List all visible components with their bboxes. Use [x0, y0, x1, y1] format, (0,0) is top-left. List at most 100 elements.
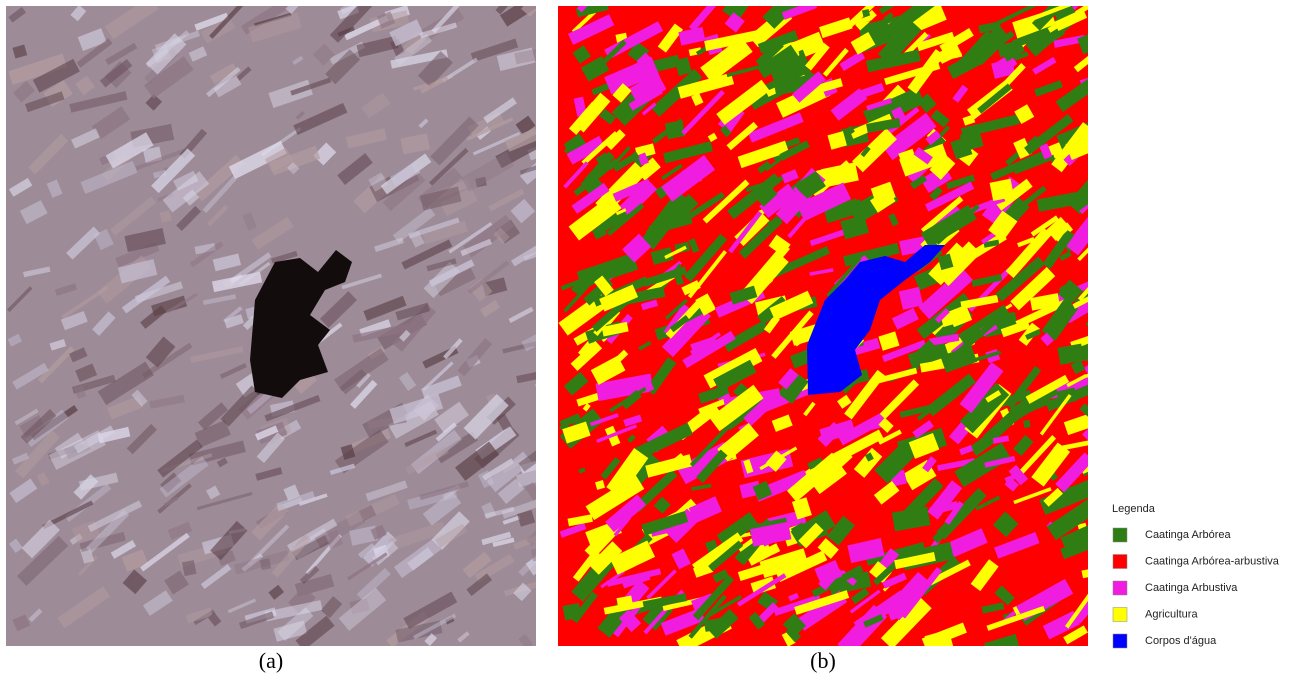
class-patch	[778, 371, 809, 404]
class-patch	[726, 121, 758, 151]
texture-patch	[340, 444, 356, 460]
class-patch	[969, 350, 1002, 364]
texture-patch	[356, 372, 371, 388]
class-patch	[850, 587, 870, 605]
texture-patch	[338, 587, 387, 631]
class-patch	[1068, 170, 1088, 212]
class-patch	[883, 6, 939, 38]
texture-patch	[504, 128, 536, 152]
class-patch	[737, 557, 789, 581]
texture-patch	[374, 237, 404, 253]
texture-patch	[54, 432, 86, 459]
texture-patch	[196, 491, 253, 511]
texture-patch	[73, 474, 99, 500]
texture-patch	[534, 339, 536, 349]
texture-patch	[430, 116, 479, 166]
texture-patch	[21, 519, 60, 559]
class-patch	[689, 424, 731, 467]
class-patch	[971, 273, 1003, 288]
class-patch	[1013, 154, 1055, 175]
texture-patch	[12, 362, 49, 390]
texture-patch	[395, 620, 443, 643]
texture-patch	[105, 42, 138, 66]
class-patch	[882, 12, 894, 22]
texture-patch	[290, 77, 332, 96]
legend-title: Legenda	[1112, 503, 1156, 515]
class-patch	[652, 54, 681, 73]
class-patch	[878, 417, 894, 433]
class-patch	[884, 62, 941, 85]
class-patch	[840, 214, 870, 240]
class-patch	[929, 500, 959, 516]
texture-patch	[339, 368, 368, 395]
texture-patch	[145, 336, 176, 368]
texture-patch	[24, 91, 65, 113]
texture-patch	[140, 532, 190, 572]
class-patch	[737, 538, 755, 552]
texture-patch	[495, 6, 521, 15]
texture-patch	[242, 212, 257, 231]
texture-patch	[352, 323, 411, 343]
class-patch	[767, 49, 810, 82]
class-patch	[712, 569, 729, 583]
texture-patch	[398, 371, 417, 391]
texture-patch	[212, 253, 242, 272]
class-patch	[594, 275, 614, 297]
class-patch	[1014, 104, 1035, 125]
texture-patch	[422, 220, 469, 245]
class-patch	[724, 12, 745, 33]
class-patch	[831, 429, 884, 464]
class-patch	[785, 626, 802, 643]
class-patch	[703, 616, 730, 632]
texture-patch	[162, 171, 210, 213]
texture-patch	[145, 33, 187, 75]
class-patch	[937, 458, 976, 471]
class-patch	[743, 392, 778, 427]
texture-patch	[271, 534, 311, 578]
texture-patch	[457, 631, 470, 643]
class-patch	[1023, 419, 1031, 429]
class-patch	[688, 238, 700, 254]
texture-patch	[12, 44, 28, 59]
class-patch	[925, 130, 942, 146]
class-patch	[891, 106, 907, 124]
texture-patch	[443, 338, 463, 360]
satellite-texture	[7, 6, 536, 646]
texture-patch	[419, 481, 469, 501]
texture-patch	[74, 385, 87, 400]
class-patch	[959, 129, 984, 152]
texture-patch	[525, 550, 536, 576]
class-patch	[661, 155, 716, 202]
texture-patch	[42, 500, 94, 530]
class-patch	[1032, 56, 1057, 75]
class-patch	[837, 394, 852, 409]
texture-patch	[295, 111, 305, 120]
texture-patch	[9, 478, 38, 503]
class-patch	[936, 43, 962, 64]
panel-label: (b)	[810, 648, 836, 673]
texture-patch	[70, 6, 87, 22]
class-patch	[778, 368, 799, 390]
class-patch	[796, 182, 852, 222]
class-patch	[1079, 403, 1088, 417]
class-patch	[651, 68, 703, 117]
class-patch	[595, 204, 635, 235]
class-patch	[1079, 63, 1088, 90]
class-patch	[960, 294, 999, 310]
texture-patch	[97, 361, 154, 406]
texture-patch	[508, 306, 534, 323]
class-patch	[745, 176, 784, 193]
texture-patch	[92, 311, 116, 336]
class-patch	[879, 379, 920, 420]
texture-patch	[37, 346, 75, 384]
class-patch	[737, 573, 787, 607]
class-patch	[752, 480, 773, 501]
class-patch	[608, 146, 631, 171]
class-patch	[878, 331, 900, 351]
class-patch	[678, 26, 706, 46]
class-patch	[690, 336, 718, 355]
class-patch	[881, 339, 927, 363]
texture-patch	[219, 363, 247, 379]
texture-patch	[535, 49, 536, 64]
class-patch	[606, 448, 649, 498]
